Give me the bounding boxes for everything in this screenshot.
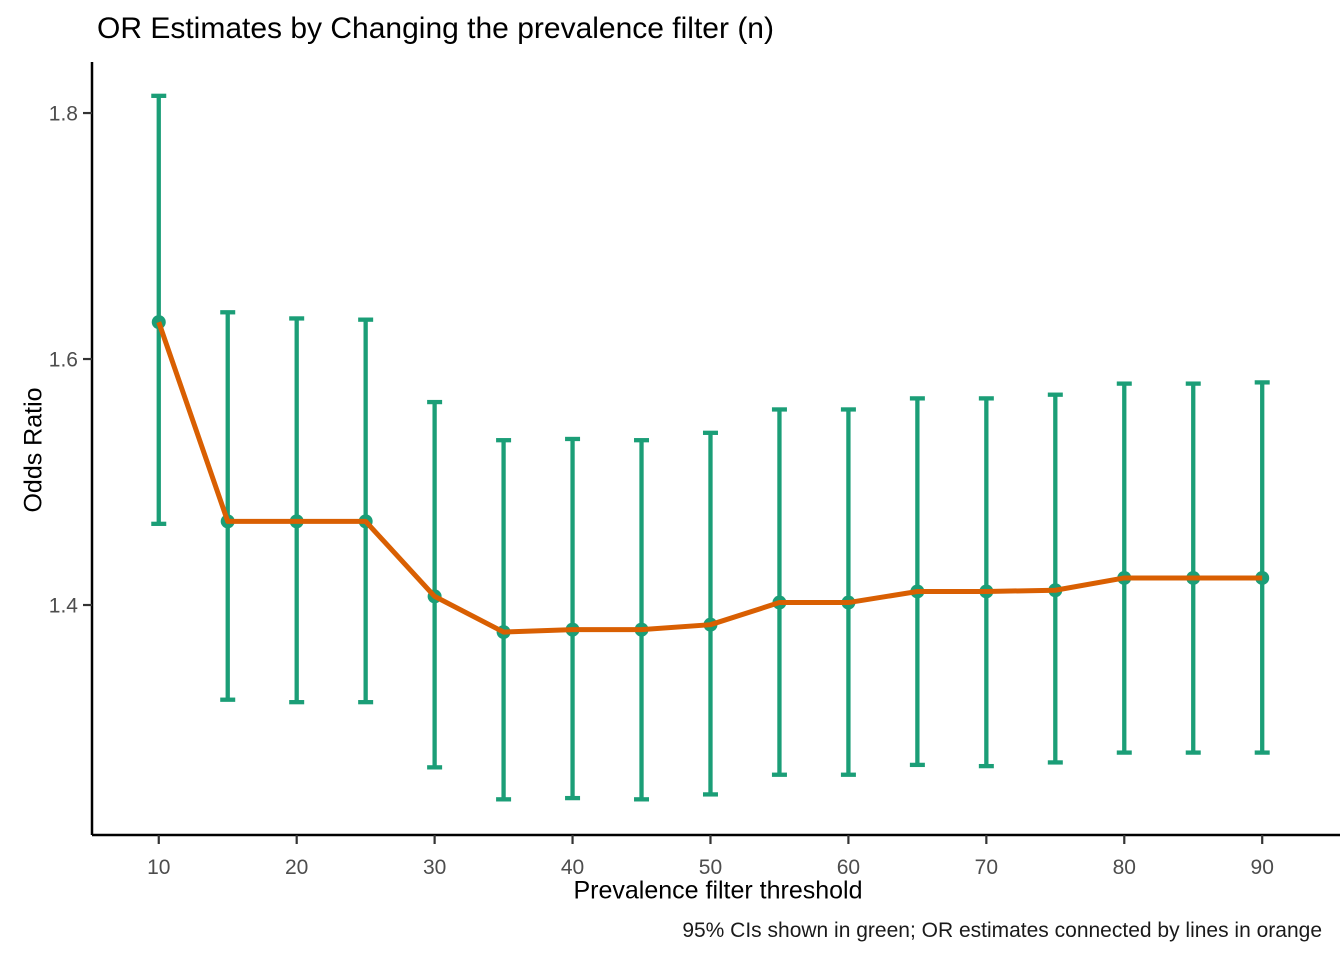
chart-title: OR Estimates by Changing the prevalence … — [97, 12, 774, 45]
x-tick-label: 60 — [837, 856, 860, 879]
x-tick-label: 40 — [561, 856, 584, 879]
y-tick-label: 1.6 — [49, 349, 78, 372]
x-tick-label: 30 — [423, 856, 446, 879]
x-tick-label: 50 — [699, 856, 722, 879]
x-tick-label: 10 — [147, 856, 170, 879]
trend-line — [156, 321, 1263, 635]
x-tick-label: 20 — [285, 856, 308, 879]
y-tick-label: 1.4 — [49, 595, 79, 618]
chart-caption: 95% CIs shown in green; OR estimates con… — [682, 919, 1322, 942]
x-axis-title: Prevalence filter threshold — [573, 876, 863, 905]
y-axis-title: Odds Ratio — [19, 387, 48, 513]
x-tick-label: 90 — [1251, 856, 1274, 879]
x-tick-label: 80 — [1113, 856, 1136, 879]
x-tick-label: 70 — [975, 856, 998, 879]
y-tick-label: 1.8 — [49, 103, 78, 126]
